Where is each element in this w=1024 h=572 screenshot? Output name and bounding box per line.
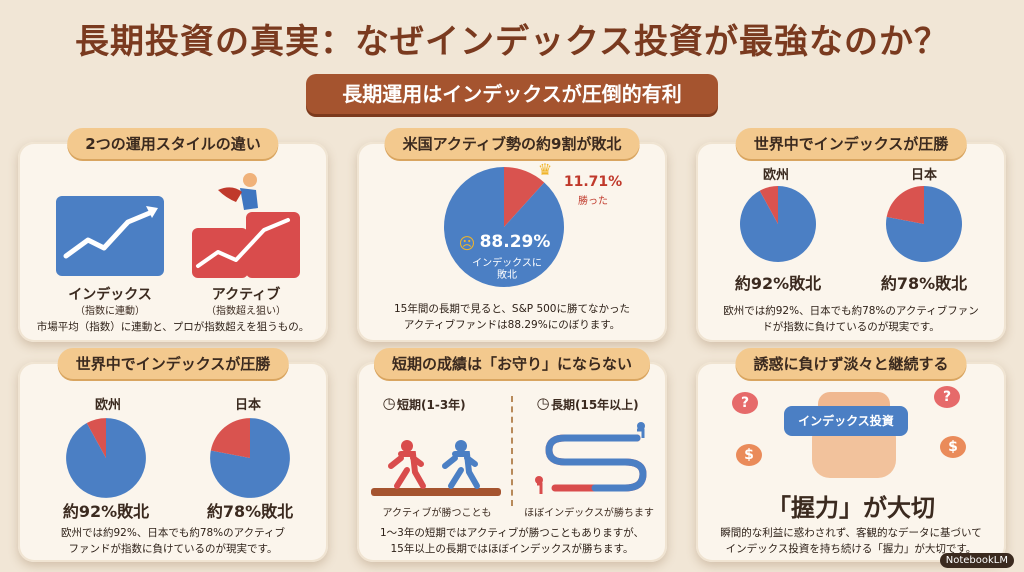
- panel-us-active: 米国アクティブ勢の約9割が敗北 ♛ 11.71% 勝った ☹ 88.29% イン…: [357, 128, 667, 342]
- page-subtitle: 長期運用はインデックスが圧倒的有利: [306, 74, 718, 114]
- panel-styles: 2つの運用スタイルの違い インデックス （指数に連動） アクティブ （指数超え狙…: [18, 128, 328, 342]
- pie-jp-2: [210, 418, 290, 498]
- panel-title: 誘惑に負けず淡々と継続する: [735, 348, 967, 379]
- grip-headline: 「握力」が大切: [767, 494, 935, 522]
- pie-jp-1: [886, 186, 962, 262]
- question-bubble-icon: ?: [732, 392, 758, 414]
- win-percent: 11.71%: [563, 174, 623, 190]
- panel-title: 世界中でインデックスが圧勝: [735, 128, 967, 159]
- panel-world-2: 世界中でインデックスが圧勝 欧州 日本 約92%敗北 約78%敗北 欧州では約9…: [18, 348, 328, 562]
- short-label: 短期(1-3年): [397, 398, 466, 412]
- panel-caption-2: ドが指数に負けているのが現実です。: [762, 321, 940, 333]
- index-label: インデックス: [68, 287, 152, 303]
- active-chart-icon: [192, 173, 300, 278]
- panel-caption: 市場平均（指数）に連動と、プロが指数超えを狙うもの。: [36, 321, 310, 333]
- jp-result: 約78%敗北: [880, 274, 968, 293]
- dollar-bubble-icon: $: [736, 444, 762, 466]
- pie-slice: [886, 186, 924, 224]
- lose-label-1: インデックスに: [472, 258, 542, 269]
- panel-title: 米国アクティブ勢の約9割が敗北: [384, 128, 640, 159]
- active-label: アクティブ: [211, 287, 281, 303]
- pie-slice: [210, 418, 290, 498]
- eu-result: 約92%敗北: [62, 502, 150, 521]
- win-label: 勝った: [578, 196, 608, 207]
- panel-caption-1: 欧州では約92%、日本でも約78%のアクティブファン: [723, 305, 979, 317]
- jp-result: 約78%敗北: [206, 502, 294, 521]
- long-caption: ほぼインデックスが勝ちます: [524, 508, 654, 519]
- lose-label-2: 敗北: [497, 270, 517, 281]
- pie-slice: [86, 418, 106, 458]
- pie-slice: [504, 167, 545, 227]
- runners-illustration: [371, 440, 501, 496]
- short-caption: アクティブが勝つことも: [382, 508, 492, 519]
- panel-caption-1: 瞬間的な利益に惑わされず、客観的なデータに基づいて: [720, 527, 982, 539]
- clock-icon: ◷: [382, 394, 396, 412]
- lose-percent: 88.29%: [479, 232, 551, 252]
- panel-caption-1: 1～3年の短期ではアクティブが勝つこともありますが、: [380, 527, 644, 539]
- panel-caption-1: 欧州では約92%、日本でも約78%のアクティブ: [60, 527, 286, 539]
- clock-icon: ◷: [536, 394, 550, 412]
- pie-slice: [444, 167, 564, 287]
- panel-caption-2: ファンドが指数に負けているのが現実です。: [68, 543, 278, 555]
- eu-label: 欧州: [94, 398, 121, 413]
- panel-caption-2: インデックス投資を持ち続ける「握力」が大切です。: [725, 543, 977, 555]
- panel-caption-2: アクティブファンドは88.29%にのぼります。: [403, 319, 621, 331]
- sad-face-icon: ☹: [458, 234, 476, 253]
- long-label: 長期(15年以上): [551, 398, 639, 412]
- panel-caption-2: 15年以上の長期ではほぼインデックスが勝ちます。: [390, 543, 634, 555]
- crown-icon: ♛: [537, 160, 553, 179]
- divider: [511, 396, 513, 506]
- question-bubble-icon: ?: [934, 386, 960, 408]
- jp-label: 日本: [910, 168, 937, 183]
- eu-result: 約92%敗北: [734, 274, 822, 293]
- jp-label: 日本: [234, 398, 261, 413]
- panel-caption-1: 15年間の長期で見ると、S&P 500に勝てなかった: [393, 303, 630, 315]
- panel-world-1: 世界中でインデックスが圧勝 欧州 日本 約92%敗北 約78%敗北 欧州では約9…: [696, 128, 1006, 342]
- panel-short-term: 短期の成績は「お守り」にならない ◷ 短期(1-3年) ◷ 長期(15年以上) …: [357, 348, 667, 562]
- active-sublabel: （指数超え狙い）: [206, 306, 286, 317]
- pie-eu-1: [740, 186, 816, 262]
- index-sign: インデックス投資: [784, 406, 908, 436]
- panel-title: 世界中でインデックスが圧勝: [57, 348, 289, 379]
- eu-label: 欧州: [762, 168, 789, 183]
- pie-slice: [66, 418, 146, 498]
- long-track-illustration: [535, 422, 647, 494]
- panel-grip: 誘惑に負けず淡々と継続する ? ? $ $ インデックス投資 「握力」が大切 瞬…: [696, 348, 1006, 562]
- index-chart-icon: [56, 196, 164, 276]
- index-sublabel: （指数に連動）: [75, 306, 145, 317]
- pie-eu-2: [66, 418, 146, 498]
- pie-slice: [759, 186, 778, 224]
- page-title: 長期投資の真実：なぜインデックス投資が最強なのか？: [75, 22, 949, 62]
- dollar-bubble-icon: $: [940, 436, 966, 458]
- pie-us: [444, 167, 564, 287]
- panel-title: 短期の成績は「お守り」にならない: [373, 348, 651, 379]
- pie-slice: [210, 418, 250, 458]
- brand-badge: NotebookLM: [939, 553, 1014, 568]
- panel-title: 2つの運用スタイルの違い: [67, 128, 279, 159]
